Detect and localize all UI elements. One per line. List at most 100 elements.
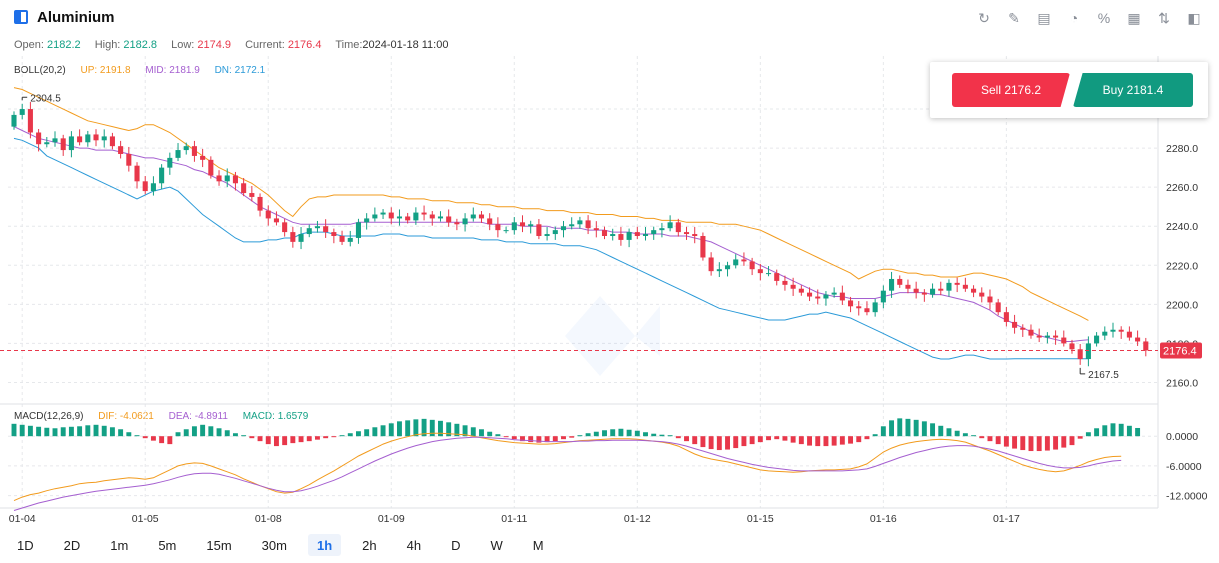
- period-5m[interactable]: 5m: [158, 537, 177, 553]
- candle-body: [413, 212, 419, 221]
- panel-icon[interactable]: ◧: [1187, 9, 1201, 26]
- candle-body: [962, 284, 968, 289]
- candle-body: [159, 167, 165, 184]
- macd-dif-value: DIF: -4.0621: [98, 411, 154, 422]
- price-chart[interactable]: 2160.02180.02200.02220.02240.02260.02280…: [0, 56, 1219, 526]
- candle-body: [1094, 335, 1100, 344]
- candle-body: [749, 261, 755, 270]
- period-d[interactable]: D: [451, 537, 461, 553]
- candle-body: [249, 193, 255, 197]
- candle-body: [1044, 335, 1050, 338]
- macd-bar: [684, 436, 689, 442]
- candle-body: [618, 234, 624, 240]
- sell-button[interactable]: Sell 2176.2: [952, 73, 1070, 107]
- macd-bar: [651, 433, 657, 437]
- candle-body: [708, 257, 714, 272]
- macd-bar: [749, 436, 755, 445]
- buy-button[interactable]: Buy 2181.4: [1073, 73, 1193, 107]
- candle-body: [68, 136, 74, 151]
- macd-bar: [388, 423, 394, 437]
- candle-body: [380, 212, 386, 215]
- period-1h[interactable]: 1h: [307, 534, 342, 556]
- candle-body: [790, 284, 796, 289]
- period-2d[interactable]: 2D: [63, 537, 81, 553]
- boll-dn-line: [13, 137, 1089, 360]
- macd-bar: [659, 434, 665, 437]
- macd-bar: [11, 423, 17, 437]
- candle-body: [93, 134, 99, 141]
- current-label: Current:: [245, 39, 285, 51]
- macd-bar: [552, 436, 558, 442]
- macd-bar: [766, 436, 771, 441]
- sort-icon[interactable]: ⇅: [1158, 9, 1170, 26]
- boll-up-line: [13, 87, 1089, 321]
- candle-body: [150, 183, 156, 192]
- macd-bar: [36, 426, 42, 437]
- candle-body: [314, 226, 320, 229]
- grid-icon[interactable]: ▦: [1127, 9, 1141, 26]
- macd-bar: [77, 426, 83, 437]
- macd-tick-label: 0.0000: [1166, 431, 1198, 443]
- candle-body: [905, 284, 911, 289]
- macd-bar: [971, 435, 977, 437]
- candle-body: [1102, 331, 1108, 336]
- period-2h[interactable]: 2h: [362, 537, 377, 553]
- macd-bar: [634, 430, 640, 437]
- macd-bar: [421, 418, 427, 437]
- pie-icon[interactable]: ◔: [1069, 10, 1079, 26]
- period-1m[interactable]: 1m: [110, 537, 129, 553]
- macd-bar: [249, 436, 255, 439]
- candle-body: [675, 222, 681, 233]
- macd-tick-label: -6.0000: [1166, 461, 1202, 473]
- chart-type-icon[interactable]: ▤: [1037, 9, 1051, 26]
- candle-body: [724, 265, 731, 270]
- draw-icon[interactable]: ✎: [1008, 9, 1020, 26]
- macd-bar: [397, 421, 402, 437]
- candle-body: [191, 146, 197, 156]
- macd-bar: [241, 435, 247, 437]
- macd-bar: [1020, 436, 1026, 451]
- candle-body: [700, 236, 706, 258]
- candle-body: [421, 212, 427, 215]
- macd-bar: [520, 436, 525, 442]
- macd-bar: [585, 433, 591, 437]
- candle-body: [831, 292, 837, 295]
- candle-body: [560, 226, 567, 231]
- period-m[interactable]: M: [532, 537, 544, 553]
- macd-bar: [356, 431, 361, 437]
- candle-body: [889, 278, 895, 291]
- macd-bar: [323, 436, 329, 439]
- period-30m[interactable]: 30m: [261, 537, 287, 553]
- macd-bar: [405, 420, 411, 437]
- toolbar: ↻ ✎ ▤ ◔ % ▦ ⇅ ◧: [969, 8, 1209, 28]
- candle-body: [347, 237, 353, 242]
- candle-body: [577, 220, 583, 225]
- candle-body: [757, 269, 763, 274]
- candle-body: [495, 224, 501, 231]
- macd-bar: [979, 436, 985, 439]
- candle-body: [167, 157, 173, 168]
- macd-bar: [626, 429, 632, 437]
- macd-bar: [1135, 427, 1141, 437]
- candle-body: [1143, 341, 1149, 351]
- period-1d[interactable]: 1D: [17, 537, 34, 553]
- candle-body: [265, 210, 271, 219]
- macd-bar: [1118, 423, 1124, 437]
- macd-bar: [807, 436, 812, 446]
- price-tick-label: 2280.0: [1166, 143, 1198, 155]
- period-15m[interactable]: 15m: [206, 537, 232, 553]
- macd-bar: [462, 425, 468, 437]
- candle-body: [437, 216, 444, 219]
- refresh-icon[interactable]: ↻: [978, 9, 990, 26]
- macd-bar: [142, 436, 148, 439]
- period-4h[interactable]: 4h: [406, 537, 422, 553]
- period-w[interactable]: W: [490, 537, 503, 553]
- candle-body: [52, 138, 58, 143]
- candle-body: [1012, 321, 1018, 328]
- macd-bar: [101, 425, 107, 437]
- percent-icon[interactable]: %: [1097, 10, 1111, 26]
- macd-bar: [232, 433, 238, 437]
- macd-bar: [479, 429, 484, 437]
- candle-body: [241, 183, 247, 194]
- macd-bar: [183, 429, 189, 437]
